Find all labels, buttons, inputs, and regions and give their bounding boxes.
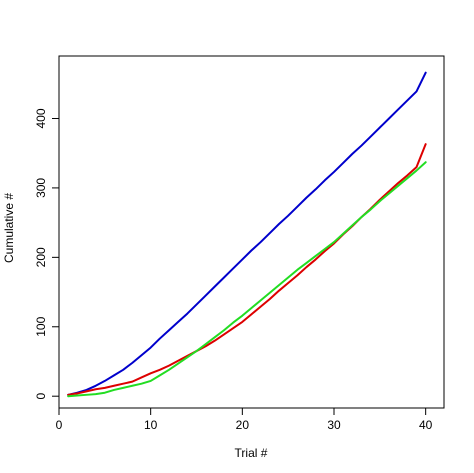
plot-frame	[58, 55, 445, 409]
y-axis-title: Cumulative #	[2, 193, 16, 263]
y-tick-label: 300	[34, 178, 48, 198]
y-tick-label: 100	[34, 316, 48, 336]
x-tick-label: 0	[56, 418, 63, 432]
series-line-2	[67, 143, 427, 396]
x-tick-label: 30	[327, 418, 341, 432]
x-axis: 0 10 20 30 40	[56, 407, 433, 432]
series-line-3	[67, 161, 427, 398]
x-tick-label: 40	[419, 418, 433, 432]
x-tick-label: 20	[236, 418, 250, 432]
x-tick-label: 10	[144, 418, 158, 432]
y-tick-label: 200	[34, 247, 48, 267]
x-axis-title: Trial #	[235, 446, 268, 460]
series-layer	[67, 71, 427, 398]
y-tick-label: 400	[34, 108, 48, 128]
series-line-1	[67, 71, 427, 396]
y-axis: 0 100 200 300 400	[34, 108, 60, 400]
y-tick-label: 0	[34, 393, 48, 400]
